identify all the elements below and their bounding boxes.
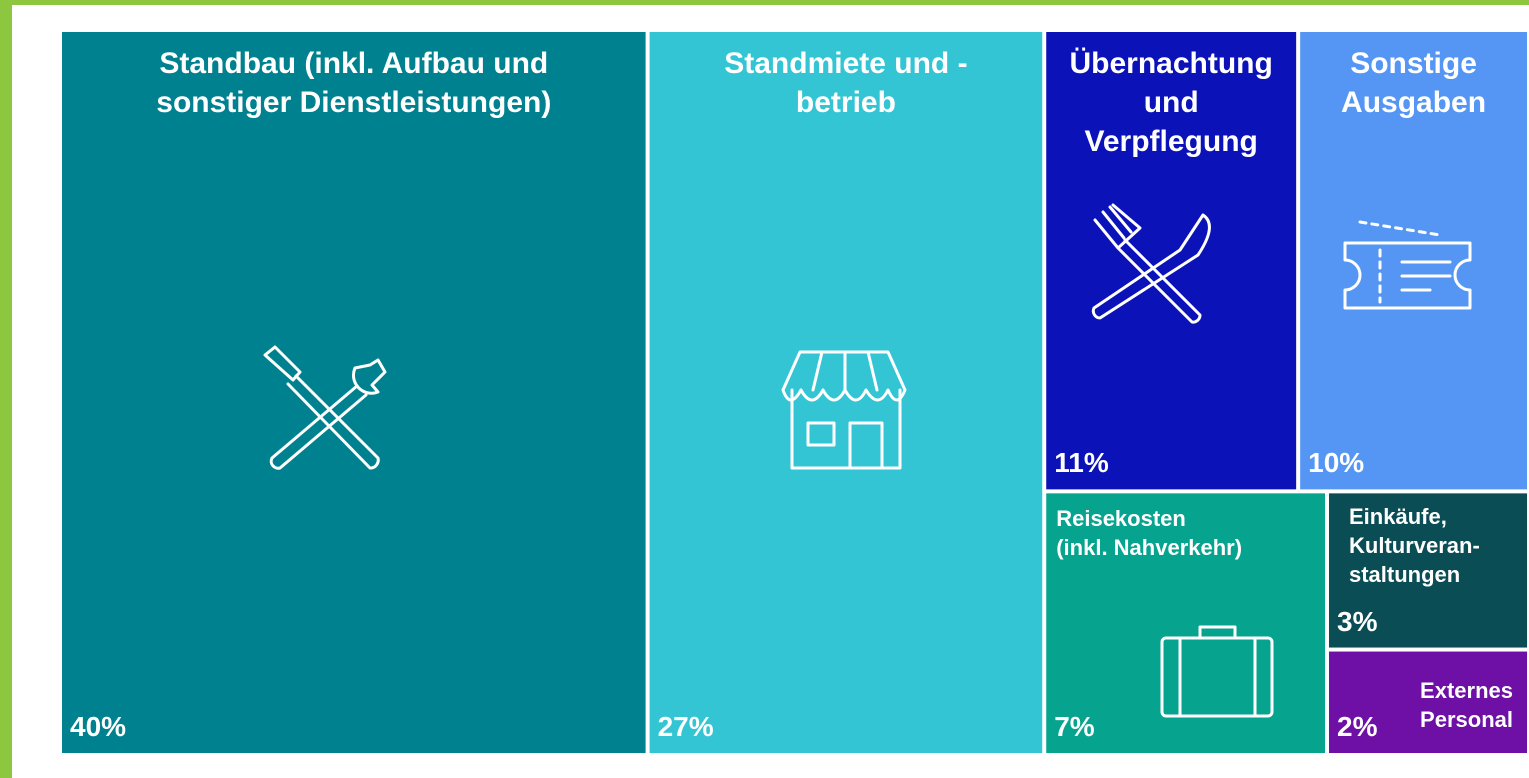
left-border [0,0,12,778]
tile-label: Standbau (inkl. Aufbau und sonstiger Die… [156,47,552,119]
tile-value: 7% [1054,711,1095,742]
tools-icon [263,345,387,470]
store-icon [781,350,907,470]
tile-value: 40% [70,711,127,742]
tile [62,32,646,753]
tile-value: 2% [1337,711,1378,742]
tile-label: Übernachtung und Verpflegung [1069,47,1273,158]
tile-value: 3% [1337,605,1378,637]
tile-value: 10% [1308,447,1365,479]
tile-label: Sonstige Ausgaben [1341,47,1487,119]
tile [1046,493,1326,753]
ticket-icon [1343,220,1472,310]
tile [1046,32,1297,490]
tile-label: Reisekosten (inkl. Nahverkehr) [1056,506,1243,560]
tile-value: 27% [657,711,714,742]
top-border [0,0,1529,5]
tile [1329,651,1527,753]
tile [1329,493,1527,648]
suitcase-icon [1160,625,1274,718]
tile-label: Einkäufe, Kulturveran- staltungen [1349,504,1480,587]
cutlery-icon [1091,203,1211,324]
tiles [62,32,1527,753]
icons [263,203,1472,718]
tile-label: Standmiete und - betrieb [724,47,968,119]
tile-value: 11% [1054,447,1109,479]
tile-label: Externes Personal [1420,678,1513,732]
